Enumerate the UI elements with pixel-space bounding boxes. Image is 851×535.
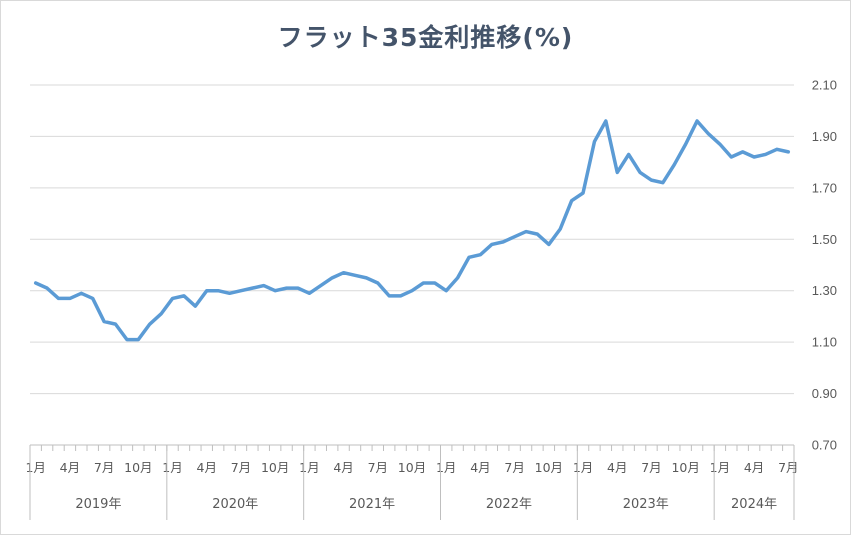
x-year-label: 2021年 — [349, 497, 395, 512]
x-year-label: 2022年 — [486, 497, 532, 512]
x-month-label: 1月 — [162, 460, 182, 475]
x-month-label: 1月 — [573, 460, 593, 475]
x-month-label: 4月 — [744, 460, 764, 475]
x-year-label: 2023年 — [623, 497, 669, 512]
y-tick-label: 1.90 — [812, 129, 837, 144]
x-month-label: 4月 — [470, 460, 490, 475]
y-tick-label: 1.50 — [812, 232, 837, 247]
x-month-label: 7月 — [231, 460, 251, 475]
x-month-label: 4月 — [333, 460, 353, 475]
x-year-label: 2024年 — [731, 497, 777, 512]
y-tick-label: 1.70 — [812, 180, 837, 195]
y-tick-label: 0.70 — [812, 438, 837, 453]
x-month-label: 1月 — [299, 460, 319, 475]
x-year-label: 2020年 — [212, 497, 258, 512]
x-month-label: 1月 — [710, 460, 730, 475]
y-tick-label: 1.10 — [812, 335, 837, 350]
x-month-label: 10月 — [261, 460, 289, 475]
x-month-label: 10月 — [671, 460, 699, 475]
x-month-label: 10月 — [398, 460, 426, 475]
x-month-label: 7月 — [504, 460, 524, 475]
x-month-label: 7月 — [368, 460, 388, 475]
chart-title: フラット35金利推移(%) — [277, 23, 574, 52]
x-month-label: 7月 — [94, 460, 114, 475]
x-year-label: 2019年 — [75, 497, 121, 512]
x-month-label: 7月 — [778, 460, 798, 475]
x-month-label: 4月 — [197, 460, 217, 475]
x-month-label: 7月 — [641, 460, 661, 475]
series-line — [33, 119, 791, 342]
x-month-label: 1月 — [25, 460, 45, 475]
x-month-label: 1月 — [436, 460, 456, 475]
y-tick-label: 0.90 — [812, 386, 837, 401]
x-month-label: 4月 — [60, 460, 80, 475]
x-month-label: 10月 — [124, 460, 152, 475]
y-tick-label: 2.10 — [812, 78, 837, 93]
y-tick-label: 1.30 — [812, 283, 837, 298]
x-month-label: 10月 — [535, 460, 563, 475]
x-month-label: 4月 — [607, 460, 627, 475]
